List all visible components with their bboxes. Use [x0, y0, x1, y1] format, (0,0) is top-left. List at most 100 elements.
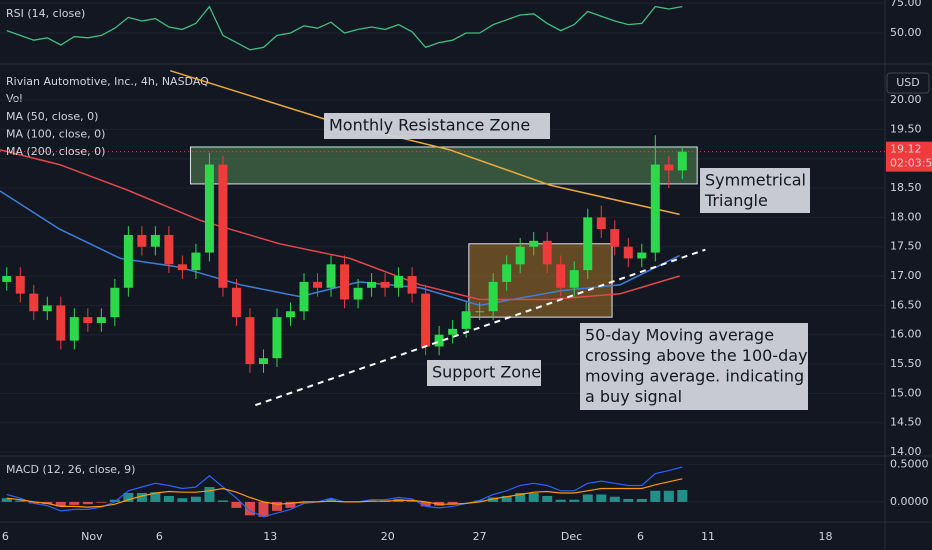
macd-histogram-bar	[650, 490, 661, 502]
currency-box[interactable]	[886, 72, 930, 94]
macd-histogram-bar	[623, 498, 634, 502]
x-tick-label: Dec	[561, 530, 582, 543]
macd-histogram-bar	[258, 501, 269, 517]
note-box	[700, 168, 810, 213]
x-tick-label: 20	[381, 530, 395, 543]
candle-body	[96, 317, 106, 323]
note-text: 50-day Moving average	[585, 326, 774, 345]
candle-body	[231, 287, 241, 318]
volume-legend: Vol	[6, 92, 22, 105]
candle-body	[258, 358, 268, 365]
candle-body	[42, 305, 52, 312]
y-tick-label: 15.50	[890, 357, 922, 370]
candle-body	[15, 276, 25, 294]
candle-body	[83, 317, 93, 323]
note-text: moving average. indicating	[585, 367, 804, 386]
note-text: Triangle	[704, 191, 768, 210]
rsi-line	[6, 5, 683, 51]
candle-body	[488, 281, 498, 312]
legend-entry: MA (50, close, 0)	[6, 110, 98, 123]
note-text: Monthly Resistance Zone	[329, 116, 530, 135]
macd-histogram-bar	[596, 494, 607, 502]
x-tick-label: 13	[263, 530, 277, 543]
macd-histogram-bar	[663, 490, 674, 502]
macd-histogram-bar	[407, 500, 418, 502]
candle-body	[164, 234, 174, 265]
candle-body	[272, 317, 282, 359]
note-text: Support Zone	[432, 363, 541, 382]
macd-histogram-bar	[582, 494, 593, 502]
macd-histogram-bar	[150, 492, 161, 502]
candle-body	[583, 217, 593, 271]
candle-body	[556, 264, 566, 288]
currency: USD	[896, 76, 920, 89]
macd-histogram-bar	[69, 501, 80, 505]
candle-body	[475, 311, 485, 313]
macd-histogram-bar	[244, 501, 255, 516]
candle-body	[340, 264, 350, 300]
candle-body	[623, 246, 633, 259]
candle-body	[515, 246, 525, 265]
macd-histogram-bar	[542, 495, 553, 502]
macd-histogram-bar	[231, 501, 242, 508]
candle-body	[529, 240, 539, 247]
macd-histogram-bar	[447, 501, 458, 505]
candle-body	[502, 264, 512, 282]
candle-body	[407, 276, 417, 294]
moving-average	[0, 190, 680, 307]
zone	[190, 146, 698, 185]
macd-histogram-bar	[299, 501, 310, 504]
y-tick-label: 50.00	[890, 26, 922, 39]
macd-histogram-bar	[271, 501, 282, 511]
candle-body	[650, 164, 660, 253]
candle-body	[448, 328, 458, 335]
macd-histogram-bar	[82, 501, 93, 505]
candle-body	[664, 164, 674, 171]
candle-body	[177, 264, 187, 271]
candle-body	[461, 311, 471, 329]
candle-body	[110, 287, 120, 318]
y-tick-label: 0.0000	[890, 495, 929, 508]
note-box	[580, 323, 808, 410]
x-tick-label: 6	[637, 530, 644, 543]
legend-entry: MA (100, close, 0)	[6, 128, 105, 141]
note-text: Symmetrical	[705, 171, 806, 190]
candle-body	[394, 276, 404, 288]
macd-histogram-bar	[28, 501, 39, 504]
macd-histogram-bar	[474, 500, 485, 502]
candle-body	[29, 293, 39, 312]
y-tick-label: 20.00	[890, 93, 922, 106]
candle-body	[299, 281, 309, 312]
y-tick-label: 14.50	[890, 416, 922, 429]
macd-histogram-bar	[190, 496, 201, 502]
symbol-title: Rivian Automotive, Inc., 4h, NASDAQ	[6, 75, 209, 88]
macd-histogram-bar	[177, 498, 188, 502]
macd-histogram-bar	[136, 492, 147, 502]
candle-body	[326, 264, 336, 288]
y-tick-label: 17.50	[890, 240, 922, 253]
candle-body	[123, 234, 133, 288]
note-text: crossing above the 100-day	[585, 346, 808, 365]
candle-body	[137, 234, 147, 247]
macd-histogram-bar	[217, 500, 228, 502]
candle-body	[380, 281, 390, 288]
candle-body	[434, 334, 444, 347]
macd-histogram-bar	[488, 497, 499, 502]
y-tick-label: 18.00	[890, 210, 922, 223]
legend-entry: MA (200, close, 0)	[6, 145, 105, 158]
x-tick-label: 6	[156, 530, 163, 543]
macd-histogram-bar	[326, 498, 337, 502]
candle-body	[245, 317, 255, 365]
candle-body	[569, 270, 579, 288]
note-box	[324, 113, 550, 139]
y-tick-label: 19.50	[890, 122, 922, 135]
x-tick-label: 11	[701, 530, 715, 543]
x-tick-label: 6	[2, 530, 9, 543]
trend-line	[255, 248, 706, 407]
macd-histogram-bar	[569, 499, 580, 502]
candle-body	[367, 281, 377, 288]
macd-histogram-bar	[55, 501, 66, 507]
macd-line	[6, 478, 683, 508]
note-text: a buy signal	[585, 387, 682, 406]
